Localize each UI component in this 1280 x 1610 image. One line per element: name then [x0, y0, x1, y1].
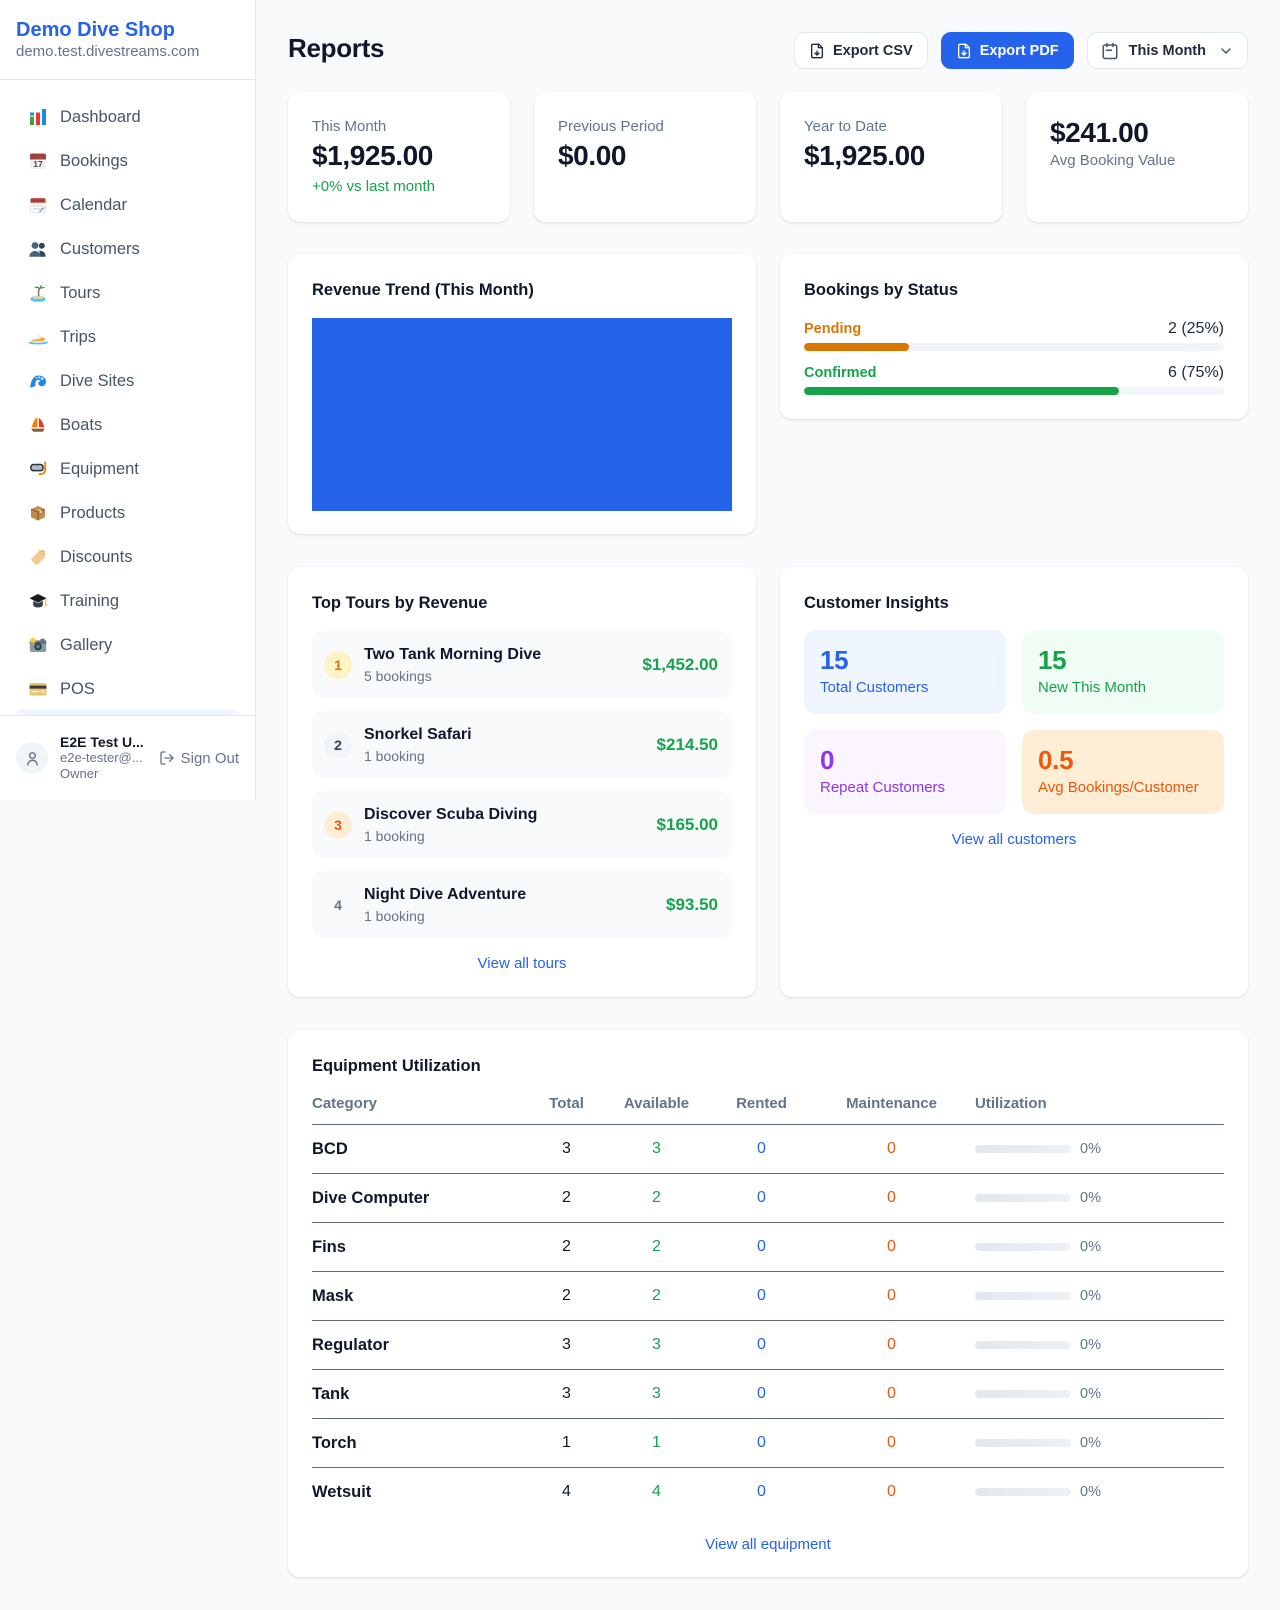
- svg-text:17: 17: [33, 159, 43, 169]
